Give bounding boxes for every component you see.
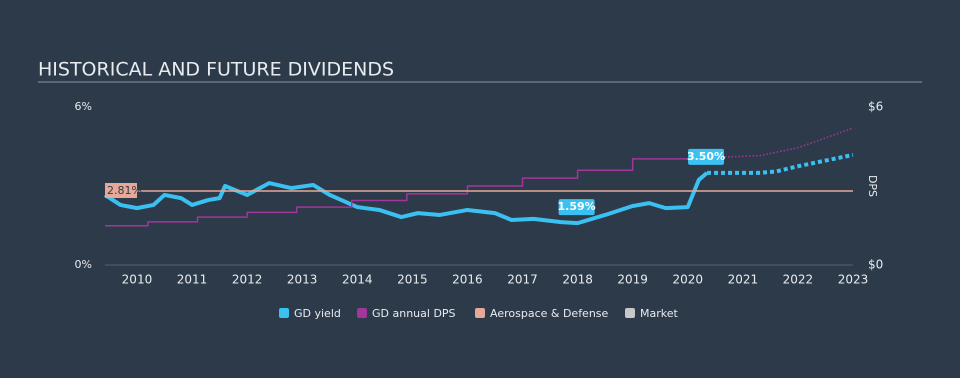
annotation-box — [558, 199, 595, 216]
y2-tick-label: $6 — [868, 100, 883, 114]
y-tick-label: 0% — [75, 258, 92, 271]
series-line — [105, 156, 708, 227]
legend-label: Market — [640, 307, 678, 320]
y-tick-label: 6% — [75, 100, 92, 113]
value-label: 2.81% — [107, 184, 142, 197]
annotation-label: 3.50% — [687, 150, 725, 163]
x-tick-label: 2018 — [562, 273, 593, 287]
x-tick-label: 2015 — [397, 273, 428, 287]
legend-swatch — [625, 308, 635, 318]
y2-axis-label: DPS — [866, 175, 879, 197]
x-tick-label: 2012 — [232, 273, 263, 287]
legend-label: Aerospace & Defense — [490, 307, 609, 320]
chart-title: HISTORICAL AND FUTURE DIVIDENDS — [38, 59, 394, 81]
x-tick-label: 2019 — [617, 273, 648, 287]
legend-swatch — [357, 308, 367, 318]
legend-label: GD yield — [294, 307, 341, 320]
value-label-box — [105, 183, 137, 199]
x-tick-label: 2020 — [672, 273, 703, 287]
x-tick-label: 2023 — [838, 273, 869, 287]
legend-swatch — [279, 308, 289, 318]
series-line — [103, 171, 709, 226]
x-tick-label: 2013 — [287, 273, 318, 287]
annotation-box — [688, 148, 725, 165]
y2-tick-label: $0 — [868, 258, 883, 272]
x-tick-label: 2011 — [177, 273, 208, 287]
x-tick-label: 2010 — [122, 273, 153, 287]
x-tick-label: 2017 — [507, 273, 538, 287]
x-tick-label: 2022 — [783, 273, 814, 287]
annotation-label: 1.59% — [558, 200, 596, 213]
x-tick-label: 2016 — [452, 273, 483, 287]
x-tick-label: 2014 — [342, 273, 373, 287]
legend-label: GD annual DPS — [372, 307, 456, 320]
legend-swatch — [475, 308, 485, 318]
x-tick-label: 2021 — [728, 273, 759, 287]
